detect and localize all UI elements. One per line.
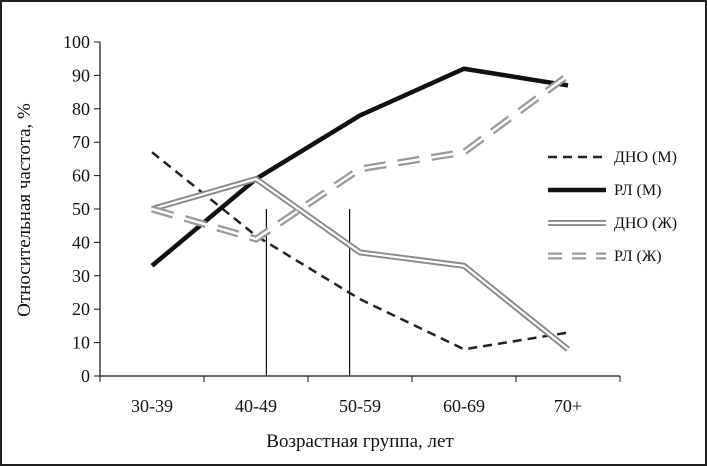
series-line bbox=[151, 72, 571, 243]
series-line bbox=[151, 151, 569, 351]
y-tick-label: 50 bbox=[72, 199, 90, 219]
legend-label: ДНО (Ж) bbox=[614, 215, 677, 232]
y-tick-label: 20 bbox=[72, 299, 90, 319]
x-tick-label: 50-59 bbox=[339, 396, 381, 416]
y-tick-label: 0 bbox=[81, 366, 90, 386]
data-point bbox=[568, 332, 569, 333]
data-point bbox=[464, 349, 465, 350]
x-tick-label: 70+ bbox=[554, 396, 582, 416]
series-path bbox=[151, 151, 569, 351]
series-layer bbox=[150, 66, 571, 352]
y-axis-title: Относительная частота, % bbox=[14, 103, 35, 317]
series-line bbox=[150, 66, 569, 268]
legend-item: РЛ (М) bbox=[548, 182, 661, 199]
legend-label: РЛ (Ж) bbox=[614, 248, 662, 265]
x-axis-title: Возрастная группа, лет bbox=[266, 431, 454, 452]
series-path bbox=[151, 74, 569, 241]
legend-item: ДНО (Ж) bbox=[548, 215, 677, 232]
data-point bbox=[464, 152, 465, 153]
legend-label: ДНО (М) bbox=[614, 149, 677, 166]
legend: ДНО (М) РЛ (М) ДНО (Ж) РЛ (Ж) bbox=[548, 149, 677, 265]
y-tick-label: 80 bbox=[72, 99, 90, 119]
y-tick-label: 40 bbox=[72, 232, 90, 252]
series-path bbox=[151, 177, 569, 351]
series-line bbox=[151, 175, 570, 352]
x-tick-label: 60-69 bbox=[443, 396, 485, 416]
x-tick-label: 40-49 bbox=[235, 396, 277, 416]
y-tick-label: 30 bbox=[72, 266, 90, 286]
axes: 0 10 20 30 40 50 60 70 80 90 100 30-39 40-49 50-59 60-… bbox=[63, 32, 621, 416]
y-tick-label: 100 bbox=[63, 32, 90, 52]
y-tick-label: 70 bbox=[72, 132, 90, 152]
data-point bbox=[568, 75, 569, 76]
series-path bbox=[150, 66, 569, 268]
legend-item: ДНО (М) bbox=[548, 149, 677, 166]
y-tick-label: 90 bbox=[72, 65, 90, 85]
legend-item: РЛ (Ж) bbox=[548, 248, 662, 265]
x-tick-label: 30-39 bbox=[131, 396, 173, 416]
y-tick-label: 60 bbox=[72, 166, 90, 186]
data-point bbox=[360, 168, 361, 169]
legend-label: РЛ (М) bbox=[614, 182, 661, 199]
y-tick-label: 10 bbox=[72, 333, 90, 353]
series-path bbox=[151, 175, 570, 352]
